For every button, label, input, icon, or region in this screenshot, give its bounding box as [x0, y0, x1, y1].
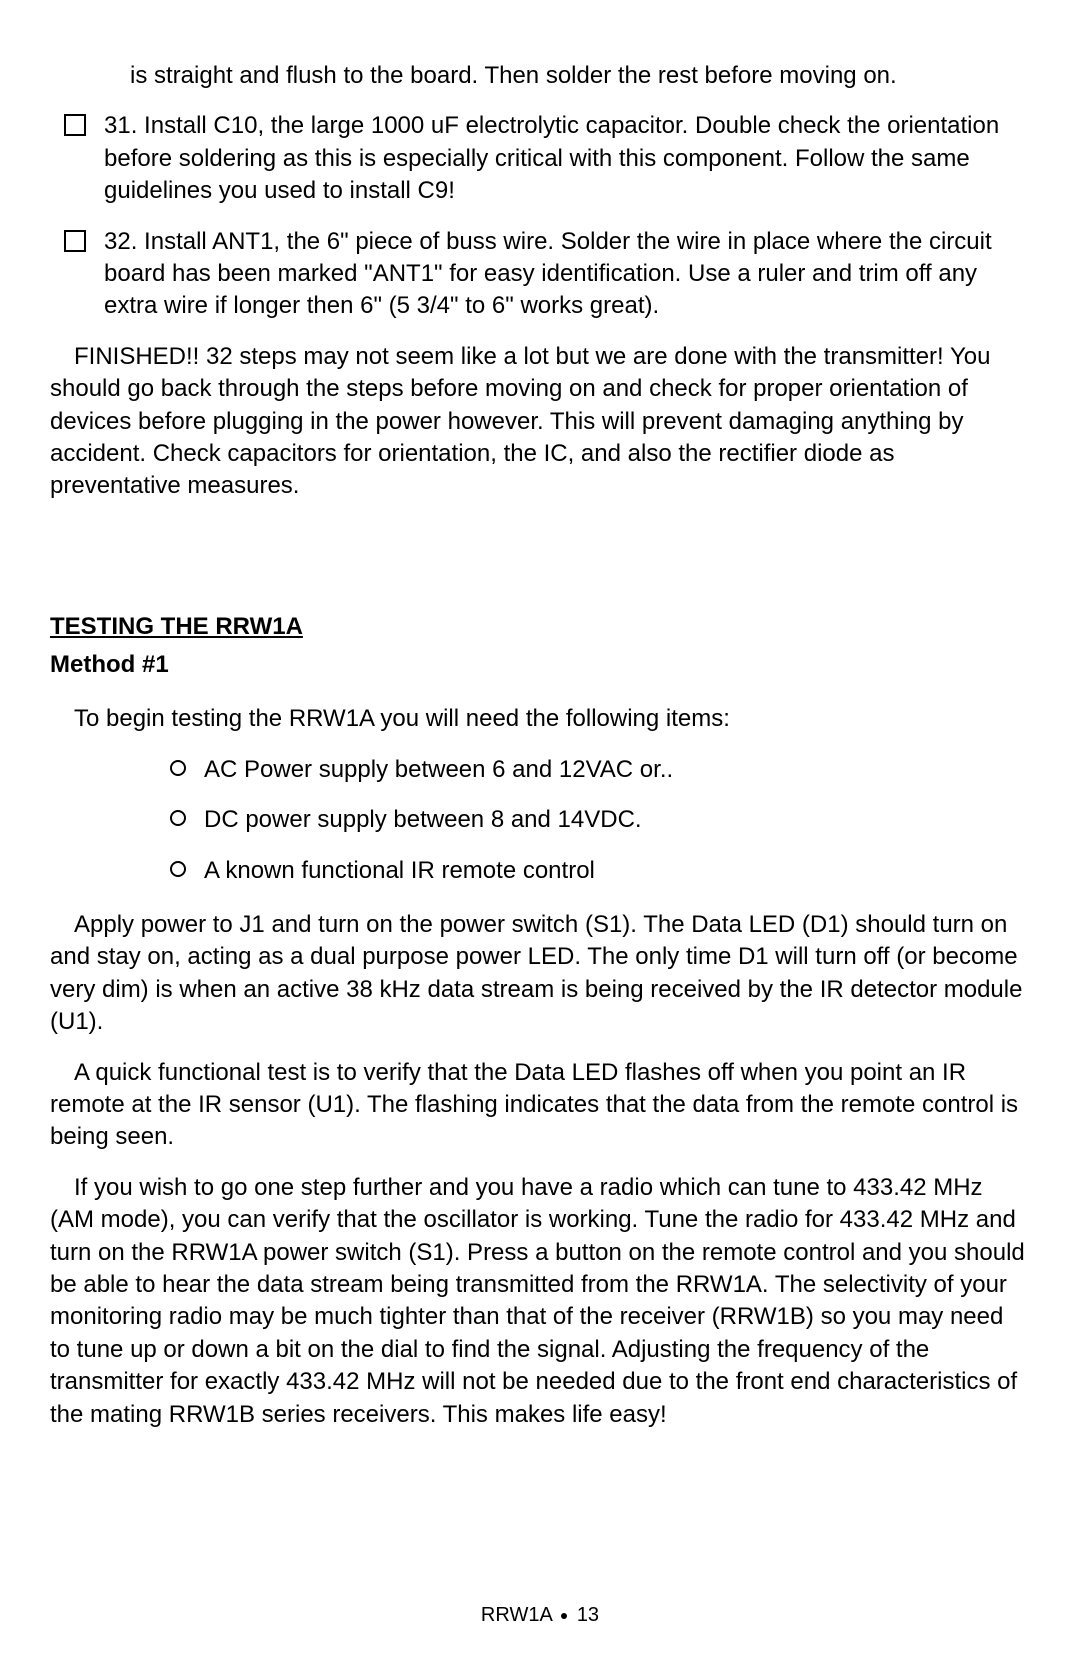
method-label: Method #1: [50, 649, 1030, 681]
testing-para-2: A quick functional test is to verify tha…: [50, 1057, 1030, 1154]
footer-product: RRW1A: [481, 1604, 552, 1626]
step-number: 32.: [104, 228, 137, 255]
list-item: AC Power supply between 6 and 12VAC or..: [170, 754, 1030, 786]
testing-para-1: Apply power to J1 and turn on the power …: [50, 909, 1030, 1039]
section-gap: [50, 521, 1030, 611]
step-body: Install ANT1, the 6" piece of buss wire.…: [104, 228, 992, 320]
list-item-text: AC Power supply between 6 and 12VAC or..: [204, 754, 1030, 786]
circle-bullet-icon: [170, 760, 186, 776]
list-item: DC power supply between 8 and 14VDC.: [170, 804, 1030, 836]
checklist-text: 31. Install C10, the large 1000 uF elect…: [104, 110, 1030, 207]
testing-heading: TESTING THE RRW1A: [50, 611, 1030, 643]
list-item: A known functional IR remote control: [170, 855, 1030, 887]
footer-page-number: 13: [577, 1604, 599, 1626]
bullet-dot-icon: [561, 1613, 567, 1619]
requirements-list: AC Power supply between 6 and 12VAC or..…: [170, 754, 1030, 887]
circle-bullet-icon: [170, 810, 186, 826]
list-item-text: A known functional IR remote control: [204, 855, 1030, 887]
step-body: Install C10, the large 1000 uF electroly…: [104, 112, 999, 204]
checklist-text: 32. Install ANT1, the 6" piece of buss w…: [104, 226, 1030, 323]
list-item-text: DC power supply between 8 and 14VDC.: [204, 804, 1030, 836]
step-number: 31.: [104, 112, 137, 139]
testing-intro: To begin testing the RRW1A you will need…: [50, 703, 1030, 735]
checklist-item-32: 32. Install ANT1, the 6" piece of buss w…: [50, 226, 1030, 323]
continuation-line: is straight and flush to the board. Then…: [130, 60, 1030, 92]
checklist-item-31: 31. Install C10, the large 1000 uF elect…: [50, 110, 1030, 207]
checkbox-icon: [64, 230, 86, 252]
finished-paragraph: FINISHED!! 32 steps may not seem like a …: [50, 341, 1030, 503]
testing-para-3: If you wish to go one step further and y…: [50, 1172, 1030, 1431]
page-footer: RRW1A 13: [0, 1602, 1080, 1629]
checkbox-icon: [64, 114, 86, 136]
circle-bullet-icon: [170, 861, 186, 877]
